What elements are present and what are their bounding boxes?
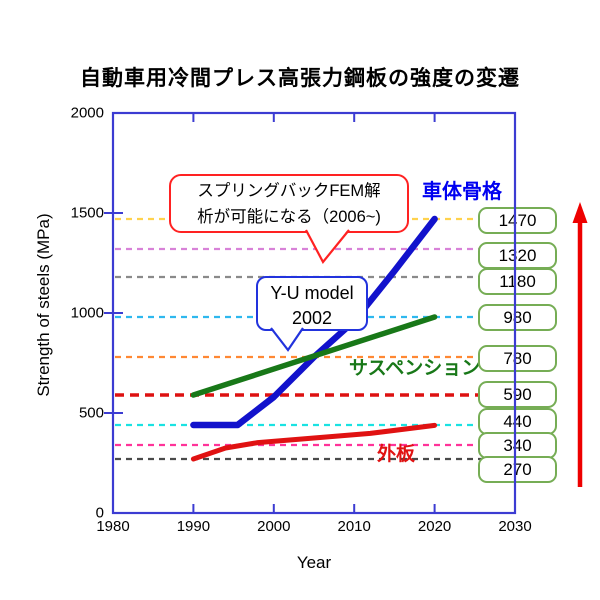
x-tick-label-2010: 2010 (337, 518, 371, 535)
x-tick-label-1990: 1990 (176, 518, 211, 535)
x-tick-label-2000: 2000 (257, 518, 291, 535)
y-tick-label-1500: 1500 (70, 204, 104, 222)
springback-fem-annotation: スプリングバックFEM解 析が可能になる（2006~) (169, 174, 409, 233)
series-label-outer-panel: 外板 (377, 444, 416, 465)
y-tick-label-0: 0 (95, 504, 104, 522)
value-box-980: 980 (478, 303, 557, 331)
x-tick-label-1980: 1980 (96, 518, 130, 535)
yu-model-annotation-line2: 2002 (291, 308, 333, 328)
yu-model-annotation: Y-U model 2002 (256, 276, 368, 331)
y-tick-label-500: 500 (78, 404, 104, 422)
springback-fem-annotation-line2: 析が可能になる（2006~) (197, 208, 381, 226)
y-tick-label-1000: 1000 (70, 304, 104, 322)
yu-model-annotation-line1: Y-U model (270, 283, 354, 303)
chart-title: 自動車用冷間プレス高張力鋼板の強度の変遷 (80, 67, 520, 90)
value-box-1320: 1320 (478, 241, 557, 269)
value-box-780: 780 (478, 344, 557, 372)
series-label-body-frame: 車体骨格 (422, 181, 502, 203)
springback-fem-annotation-line1: スプリングバックFEM解 (197, 182, 381, 200)
value-box-590: 590 (478, 380, 557, 408)
x-axis-title: Year (296, 553, 332, 572)
value-box-340: 340 (478, 431, 557, 459)
series-label-suspension: サスペンション (349, 358, 481, 379)
x-tick-label-2030: 2030 (498, 518, 532, 535)
value-box-1180: 1180 (478, 267, 557, 295)
value-box-440: 440 (478, 407, 557, 435)
value-box-270: 270 (478, 455, 557, 483)
y-tick-label-2000: 2000 (70, 104, 104, 122)
x-tick-label-2020: 2020 (417, 518, 452, 535)
value-box-1470: 1470 (478, 206, 557, 234)
